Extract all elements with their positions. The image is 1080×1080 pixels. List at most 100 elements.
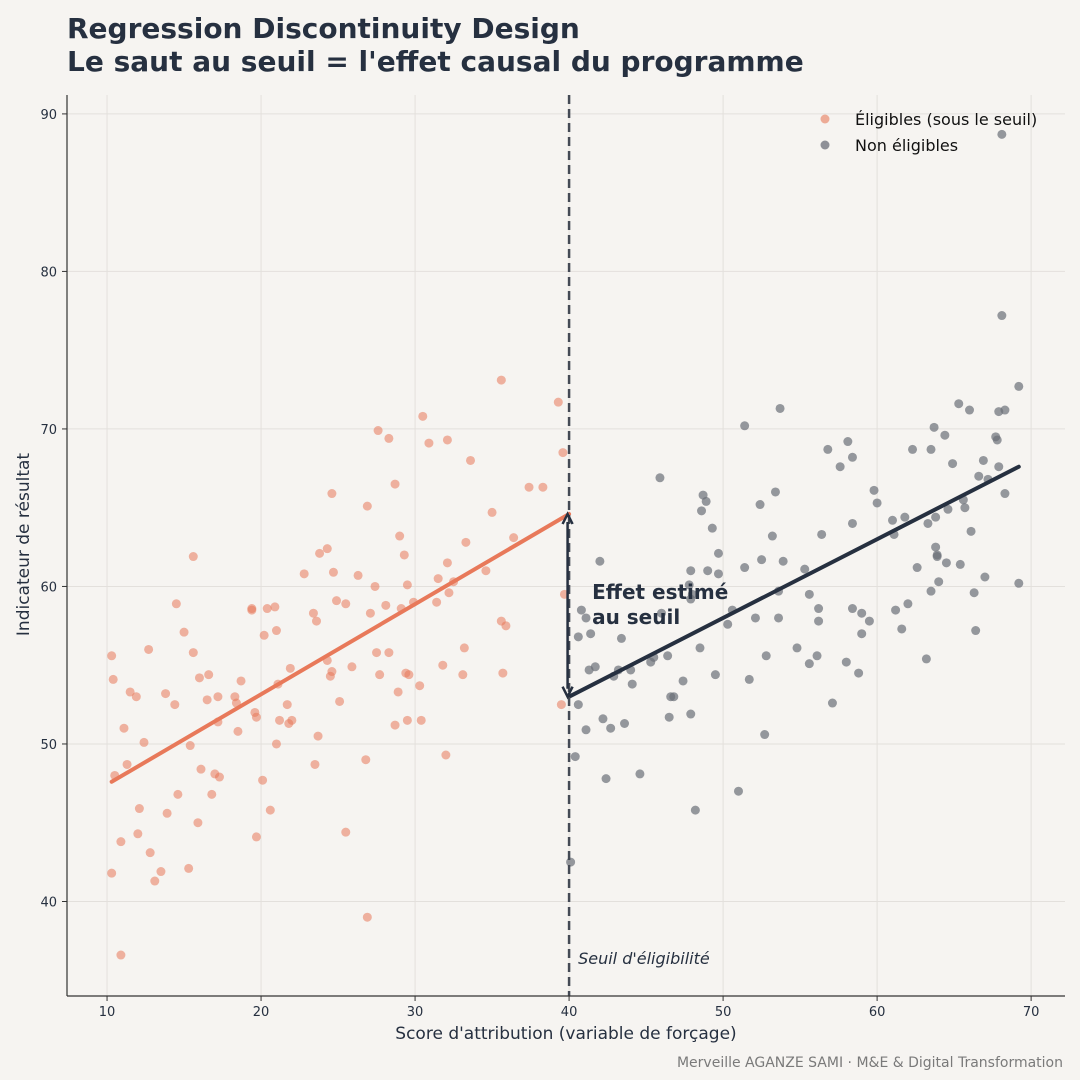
point-eligible xyxy=(384,433,394,443)
point-eligible xyxy=(251,832,261,842)
point-eligible xyxy=(481,566,491,576)
point-non-eligible xyxy=(663,651,673,661)
point-non-eligible xyxy=(761,651,771,661)
point-non-eligible xyxy=(923,518,933,528)
y-tick-label: 50 xyxy=(40,738,57,753)
effect-annotation-line2: au seuil xyxy=(592,605,680,629)
point-eligible xyxy=(170,700,180,710)
point-eligible xyxy=(442,558,452,568)
point-eligible xyxy=(310,759,320,769)
point-eligible xyxy=(285,663,295,673)
point-non-eligible xyxy=(941,558,951,568)
point-non-eligible xyxy=(857,608,867,618)
chart-title: Regression Discontinuity Design xyxy=(67,12,580,45)
point-non-eligible xyxy=(713,548,723,558)
point-eligible xyxy=(193,818,203,828)
point-non-eligible xyxy=(606,723,616,733)
data-points xyxy=(107,129,1024,960)
point-non-eligible xyxy=(823,444,833,454)
point-non-eligible xyxy=(814,604,824,614)
point-non-eligible xyxy=(800,564,810,574)
point-eligible xyxy=(395,531,405,541)
point-eligible xyxy=(204,670,214,680)
point-eligible xyxy=(179,627,189,637)
point-eligible xyxy=(509,533,519,543)
fit-line-eligible xyxy=(109,511,572,784)
point-non-eligible xyxy=(814,616,824,626)
point-non-eligible xyxy=(948,459,958,469)
point-non-eligible xyxy=(690,805,700,815)
point-eligible xyxy=(444,588,454,598)
point-non-eligible xyxy=(770,487,780,497)
point-non-eligible xyxy=(847,518,857,528)
grid-lines xyxy=(67,95,1065,996)
point-non-eligible xyxy=(994,462,1004,472)
point-eligible xyxy=(365,608,375,618)
effect-annotation-line1: Effet estimé xyxy=(592,580,728,604)
point-non-eligible xyxy=(695,643,705,653)
point-eligible xyxy=(213,692,223,702)
point-eligible xyxy=(372,648,382,658)
legend-marker-eligible xyxy=(820,114,830,124)
point-eligible xyxy=(461,537,471,547)
point-eligible xyxy=(416,715,426,725)
point-eligible xyxy=(308,608,318,618)
point-eligible xyxy=(327,667,337,677)
point-eligible xyxy=(131,692,141,702)
x-tick-label: 30 xyxy=(407,1005,424,1020)
point-non-eligible xyxy=(635,769,645,779)
x-tick-label: 40 xyxy=(561,1005,578,1020)
point-non-eligible xyxy=(627,679,637,689)
point-eligible xyxy=(441,750,451,760)
y-tick-label: 40 xyxy=(40,895,57,910)
y-axis-label: Indicateur de résultat xyxy=(14,453,34,637)
point-eligible xyxy=(458,670,468,680)
point-eligible xyxy=(299,569,309,579)
point-non-eligible xyxy=(943,504,953,514)
point-eligible xyxy=(139,737,149,747)
point-eligible xyxy=(271,626,281,636)
point-eligible xyxy=(498,668,508,678)
point-eligible xyxy=(188,648,198,658)
point-non-eligible xyxy=(778,556,788,566)
point-eligible xyxy=(275,715,285,725)
point-non-eligible xyxy=(827,698,837,708)
point-non-eligible xyxy=(921,654,931,664)
point-non-eligible xyxy=(847,604,857,614)
point-non-eligible xyxy=(740,563,750,573)
point-non-eligible xyxy=(744,674,754,684)
point-eligible xyxy=(107,868,117,878)
point-eligible xyxy=(173,789,183,799)
point-eligible xyxy=(116,950,126,960)
point-eligible xyxy=(247,605,257,615)
point-non-eligible xyxy=(960,503,970,513)
point-non-eligible xyxy=(926,586,936,596)
point-non-eligible xyxy=(932,552,942,562)
point-non-eligible xyxy=(908,444,918,454)
point-non-eligible xyxy=(710,670,720,680)
point-eligible xyxy=(538,482,548,492)
legend: Éligibles (sous le seuil) Non éligibles xyxy=(820,110,1037,155)
point-non-eligible xyxy=(767,531,777,541)
point-eligible xyxy=(322,544,332,554)
point-eligible xyxy=(108,674,118,684)
point-eligible xyxy=(432,597,442,607)
point-eligible xyxy=(258,775,268,785)
point-non-eligible xyxy=(966,526,976,536)
point-eligible xyxy=(501,621,511,631)
point-eligible xyxy=(133,829,143,839)
x-tick-label: 60 xyxy=(869,1005,886,1020)
point-non-eligible xyxy=(929,422,939,432)
point-eligible xyxy=(259,630,269,640)
point-eligible xyxy=(184,863,194,873)
point-eligible xyxy=(433,574,443,584)
point-non-eligible xyxy=(775,403,785,413)
x-axis-label: Score d'attribution (variable de forçage… xyxy=(395,1024,736,1044)
point-non-eligible xyxy=(847,452,857,462)
point-eligible xyxy=(353,570,363,580)
point-non-eligible xyxy=(760,730,770,740)
point-eligible xyxy=(375,670,385,680)
point-non-eligible xyxy=(581,725,591,735)
point-non-eligible xyxy=(570,752,580,762)
